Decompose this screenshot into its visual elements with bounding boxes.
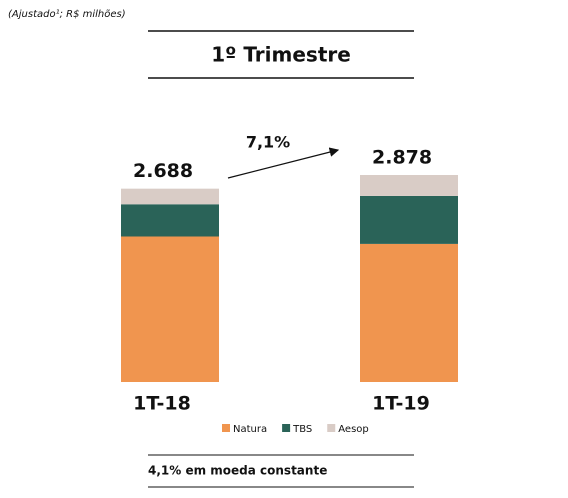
chart-title: 1º Trimestre <box>211 43 351 67</box>
bar-segment <box>360 195 458 244</box>
bar-segment <box>360 243 458 382</box>
total-label: 2.878 <box>372 147 432 169</box>
bar-segment <box>121 204 219 237</box>
legend-label: TBS <box>292 424 312 435</box>
growth-arrow <box>227 147 340 179</box>
x-tick-label: 1T-18 <box>133 393 191 415</box>
legend-swatch <box>282 424 291 432</box>
annotation: 7,1% <box>246 133 290 152</box>
note: (Ajustado¹; R$ milhões) <box>8 9 126 20</box>
legend-label: Aesop <box>338 424 369 435</box>
total-label: 2.688 <box>133 160 193 182</box>
subtitle: 4,1% em moeda constante <box>148 464 327 478</box>
x-tick-label: 1T-19 <box>372 393 430 415</box>
bar-segment <box>121 188 219 205</box>
bar-segment <box>360 175 458 196</box>
legend-label: Natura <box>233 424 267 435</box>
bar-segment <box>121 236 219 382</box>
legend-swatch <box>327 424 336 432</box>
legend-swatch <box>222 424 230 432</box>
